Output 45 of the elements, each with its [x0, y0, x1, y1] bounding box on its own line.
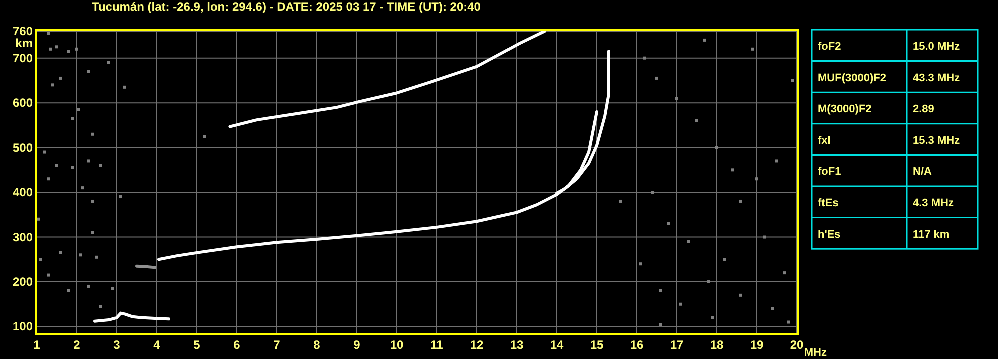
text: 117 km [913, 228, 950, 241]
y-tick-label: 600 [12, 96, 34, 110]
y-tick-label: 500 [12, 140, 34, 155]
x-axis-title: MHz [804, 347, 828, 359]
y-tick-label: 760 [12, 24, 34, 38]
text: 15.0 MHz [913, 41, 960, 53]
category-label: M(3000)F2 [818, 104, 872, 116]
x-tick-label: 12 [470, 338, 484, 352]
x-tick-label: 16 [630, 338, 644, 352]
x-tick-label: 2 [74, 338, 81, 352]
x-tick-label: 18 [710, 338, 724, 352]
category-label: MUF(3000)F2 [818, 72, 886, 84]
chart-title: Tucumán (lat: -26.9, lon: 294.6) - DATE: 2025 03 17 - TIME (UT): 20:40 [92, 0, 482, 14]
x-tick-label: 13 [510, 338, 524, 352]
text: 4.3 MHz [913, 198, 954, 210]
x-tick-label: 15 [590, 338, 604, 352]
x-tick-label: 11 [430, 338, 444, 352]
x-tick-label: 3 [114, 338, 121, 352]
x-tick-label: 4 [154, 338, 161, 352]
x-tick-label: 10 [390, 338, 404, 352]
category-label: h'Es [818, 228, 841, 241]
text: 15.3 MHz [913, 134, 960, 147]
x-tick-label: 20 [790, 338, 804, 352]
category-label: foF2 [818, 41, 842, 53]
x-tick-label: 9 [354, 338, 361, 352]
text: 43.3 MHz [913, 72, 960, 84]
x-tick-label: 6 [234, 338, 241, 352]
category-label: fxI [818, 134, 831, 147]
y-tick-label: 300 [12, 230, 34, 244]
y-tick-label: 400 [12, 186, 34, 200]
x-tick-label: 14 [550, 338, 564, 352]
x-tick-label: 8 [314, 338, 321, 352]
x-tick-label: 17 [670, 338, 684, 352]
y-tick-label: 100 [12, 320, 34, 334]
x-tick-label: 19 [750, 338, 764, 352]
category-label: ftEs [818, 198, 839, 210]
category-label: foF1 [818, 166, 842, 178]
y-tick-label: 700 [12, 51, 34, 66]
y-axis-title: km [16, 36, 33, 50]
y-tick-label: 200 [12, 275, 34, 290]
x-tick-label: 1 [34, 338, 41, 352]
text: 2.89 [913, 104, 934, 116]
x-tick-label: 5 [194, 338, 201, 352]
text: N/A [913, 166, 932, 178]
x-tick-label: 7 [274, 338, 281, 352]
